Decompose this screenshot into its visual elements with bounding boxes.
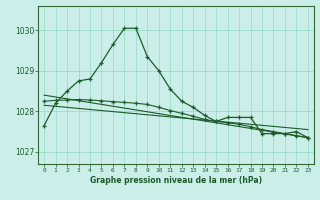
X-axis label: Graphe pression niveau de la mer (hPa): Graphe pression niveau de la mer (hPa) — [90, 176, 262, 185]
